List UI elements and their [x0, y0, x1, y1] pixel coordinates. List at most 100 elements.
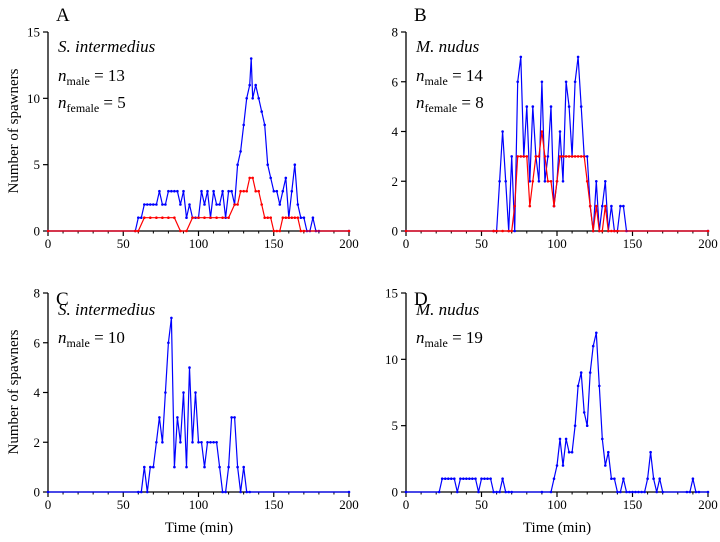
- data-point-male: [573, 80, 577, 84]
- data-point-female: [525, 155, 529, 158]
- data-point-male: [266, 163, 270, 166]
- data-point-male: [655, 490, 658, 494]
- panel-letter: C: [56, 289, 69, 310]
- data-point-male: [233, 416, 236, 419]
- y-axis-title-top: Number of spawners: [6, 68, 22, 193]
- data-point-male: [558, 130, 562, 133]
- y-axis-title-bottom: Number of spawners: [6, 329, 22, 454]
- data-point-male: [188, 366, 191, 369]
- data-point-female: [598, 229, 601, 233]
- data-point-male: [284, 176, 288, 180]
- data-point-female: [582, 155, 586, 158]
- data-point-female: [585, 180, 589, 183]
- data-point-female: [522, 155, 526, 158]
- data-point-male: [212, 441, 215, 444]
- data-point-male: [149, 465, 152, 469]
- data-point-male: [706, 490, 710, 494]
- x-tick-label: 100: [189, 236, 209, 251]
- data-point-male: [260, 110, 264, 113]
- sample-size-subscript: female: [425, 101, 458, 115]
- data-point-male: [152, 465, 155, 469]
- data-point-female: [275, 229, 279, 233]
- data-point-male: [158, 416, 161, 419]
- data-point-female: [290, 216, 294, 219]
- x-tick-label: 50: [475, 497, 488, 512]
- data-point-female: [167, 216, 170, 219]
- data-point-female: [604, 204, 607, 208]
- data-point-female: [534, 155, 538, 158]
- data-point-male: [185, 216, 188, 219]
- data-point-male: [616, 490, 619, 494]
- data-point-male: [459, 477, 462, 481]
- data-point-female: [245, 189, 248, 193]
- data-point-female: [242, 189, 245, 193]
- data-point-male: [404, 490, 408, 494]
- data-point-male: [239, 490, 242, 494]
- data-point-male: [567, 450, 571, 454]
- data-point-female: [203, 216, 206, 219]
- data-point-female: [347, 229, 351, 233]
- data-point-male: [170, 189, 173, 193]
- y-tick-label: 8: [392, 25, 399, 40]
- data-point-male: [440, 477, 444, 481]
- data-point-female: [191, 216, 194, 219]
- data-point-female: [576, 155, 580, 158]
- data-point-male: [221, 490, 224, 494]
- x-tick-label: 0: [45, 497, 52, 512]
- series-line-male: [406, 332, 708, 493]
- data-point-female: [513, 204, 516, 208]
- data-point-male: [510, 155, 513, 158]
- y-tick-label: 5: [392, 418, 399, 433]
- y-tick-label: 10: [385, 352, 398, 367]
- sample-size-value: = 10: [90, 328, 125, 347]
- x-tick-label: 100: [189, 497, 209, 512]
- data-point-female: [161, 216, 164, 219]
- data-point-male: [504, 490, 508, 494]
- data-point-female: [143, 216, 146, 219]
- data-point-male: [468, 477, 471, 481]
- data-point-male: [272, 189, 276, 193]
- y-tick-label: 0: [392, 224, 399, 239]
- data-point-male: [643, 490, 646, 494]
- data-point-female: [537, 155, 541, 158]
- sample-size-var: n: [58, 328, 67, 347]
- data-point-female: [601, 229, 604, 233]
- data-point-female: [564, 155, 568, 158]
- data-point-female: [149, 216, 152, 219]
- data-point-female: [239, 189, 242, 193]
- series-line-female: [48, 177, 349, 232]
- data-point-male: [513, 229, 516, 233]
- data-point-female: [197, 216, 200, 219]
- data-point-male: [257, 97, 261, 100]
- y-tick-label: 8: [34, 286, 41, 301]
- species-name: S. intermedius: [58, 37, 156, 56]
- data-point-male: [595, 331, 598, 335]
- data-point-female: [278, 229, 282, 233]
- data-point-male: [537, 180, 541, 183]
- data-point-female: [215, 216, 218, 219]
- data-point-male: [489, 477, 492, 481]
- data-point-male: [492, 490, 495, 494]
- data-point-male: [293, 163, 297, 166]
- data-point-female: [579, 155, 583, 158]
- data-point-male: [155, 203, 158, 206]
- data-point-male: [694, 490, 698, 494]
- data-point-male: [549, 105, 553, 108]
- data-point-male: [278, 203, 282, 206]
- data-point-male: [227, 465, 230, 469]
- data-point-male: [483, 477, 486, 481]
- data-point-female: [266, 216, 270, 219]
- sample-size-subscript: male: [425, 336, 448, 350]
- data-point-male: [167, 341, 170, 345]
- data-point-female: [519, 155, 523, 158]
- data-point-male: [206, 189, 209, 193]
- data-point-male: [631, 490, 634, 494]
- data-point-male: [281, 189, 285, 193]
- x-tick-label: 200: [698, 236, 718, 251]
- data-point-male: [540, 490, 544, 494]
- data-point-male: [236, 163, 239, 166]
- data-point-male: [604, 180, 607, 183]
- data-point-male: [576, 55, 580, 59]
- x-axis-title-left: Time (min): [165, 520, 233, 536]
